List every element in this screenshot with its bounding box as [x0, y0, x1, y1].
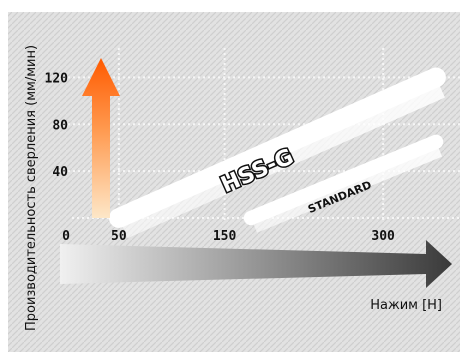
series-line: [243, 134, 444, 226]
series-bands: HSS-G STANDARD: [108, 67, 446, 239]
x-tick-label: 300: [371, 229, 395, 244]
throughput-arrow-up: [82, 58, 120, 218]
y-tick-label: 40: [52, 165, 68, 180]
y-tick-label: 80: [52, 118, 68, 133]
up-arrow-icon: [82, 58, 120, 218]
x-tick-label: 150: [213, 229, 237, 244]
series-line: [108, 67, 446, 228]
right-arrow-icon: [60, 240, 452, 288]
y-tick-label: 120: [45, 71, 69, 86]
x-tick-label: 50: [111, 229, 127, 244]
y-axis-ticks: 40 80 120: [45, 71, 69, 180]
y-axis-label: Производительность сверления (мм/мин): [24, 45, 39, 331]
pressure-arrow-right: [60, 240, 452, 288]
x-axis-ticks: 0 50 150 300: [62, 229, 395, 244]
x-axis-label: Нажим [Н]: [370, 298, 442, 313]
x-tick-label: 0: [62, 229, 70, 244]
